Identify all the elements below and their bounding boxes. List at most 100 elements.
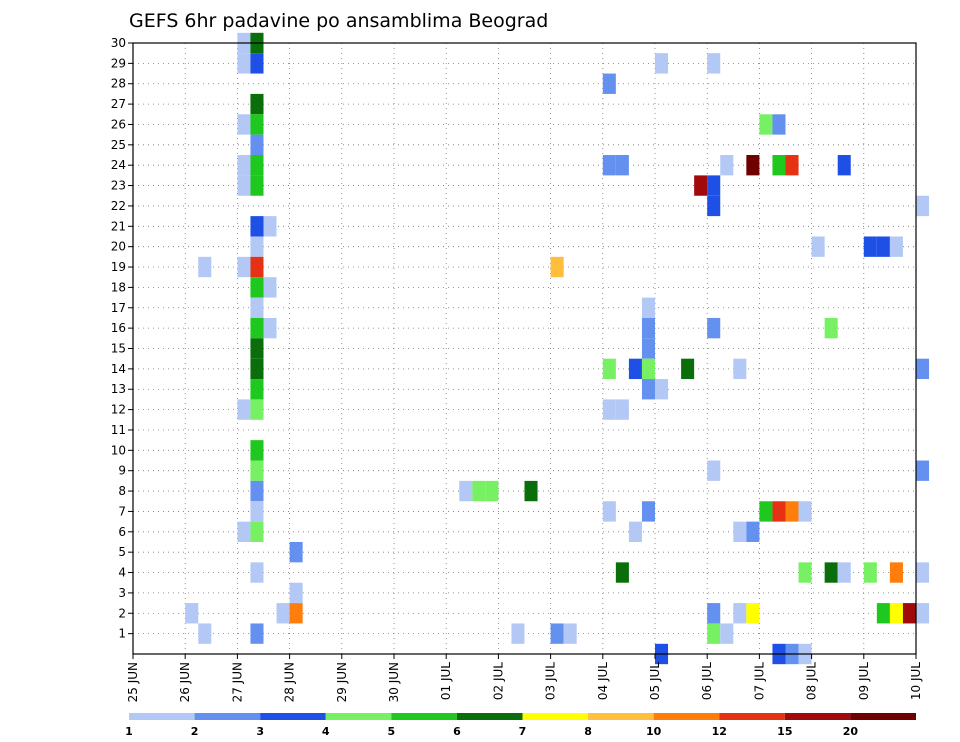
member-precipitation-cells bbox=[185, 32, 930, 665]
heatmap-cell bbox=[759, 114, 773, 135]
heatmap-cell bbox=[889, 236, 903, 257]
heatmap-cell bbox=[785, 155, 799, 176]
colorbar-segment bbox=[653, 713, 720, 720]
heatmap-cell bbox=[250, 114, 264, 135]
y-tick-label: 15 bbox=[111, 342, 126, 356]
y-tick-label: 28 bbox=[111, 77, 126, 91]
x-tick-label: 28 JUN bbox=[283, 662, 297, 702]
heatmap-cell bbox=[289, 582, 303, 604]
heatmap-cell bbox=[602, 501, 616, 522]
heatmap-cell bbox=[185, 603, 199, 624]
heatmap-cell bbox=[916, 460, 930, 481]
heatmap-cell bbox=[550, 623, 564, 644]
heatmap-cell bbox=[250, 562, 264, 583]
heatmap-cell bbox=[863, 562, 877, 583]
y-tick-label: 14 bbox=[111, 362, 126, 376]
y-tick-label: 29 bbox=[111, 56, 126, 70]
heatmap-cell bbox=[628, 358, 642, 380]
heatmap-cell bbox=[250, 155, 264, 176]
heatmap-cell bbox=[615, 155, 629, 176]
x-tick-label: 09 JUL bbox=[857, 662, 871, 700]
heatmap-cell bbox=[550, 256, 564, 278]
heatmap-cell bbox=[250, 175, 264, 196]
heatmap-cell bbox=[863, 236, 877, 257]
heatmap-cell bbox=[237, 155, 251, 176]
heatmap-cell bbox=[250, 256, 264, 278]
x-tick-label: 06 JUL bbox=[700, 662, 714, 700]
heatmap-cell bbox=[707, 175, 721, 196]
x-tick-label: 03 JUL bbox=[544, 662, 558, 700]
heatmap-cell bbox=[250, 216, 264, 237]
heatmap-cell bbox=[707, 195, 721, 217]
heatmap-cell bbox=[602, 399, 616, 420]
x-tick-label: 26 JUN bbox=[178, 662, 192, 702]
heatmap-cell bbox=[889, 603, 903, 624]
y-tick-label: 9 bbox=[118, 464, 126, 478]
heatmap-cell bbox=[707, 623, 721, 644]
heatmap-cell bbox=[250, 399, 264, 420]
heatmap-cell bbox=[707, 317, 721, 339]
heatmap-cell bbox=[263, 277, 277, 298]
heatmap-cell bbox=[733, 603, 747, 624]
heatmap-cell bbox=[198, 623, 212, 644]
heatmap-cell bbox=[889, 562, 903, 583]
x-tick-label: 01 JUL bbox=[439, 662, 453, 700]
colorbar-segment bbox=[522, 713, 589, 720]
heatmap-cell bbox=[250, 440, 264, 461]
heatmap-cell bbox=[250, 317, 264, 339]
heatmap-cell bbox=[250, 93, 264, 115]
y-tick-label: 23 bbox=[111, 179, 126, 193]
heatmap-cell bbox=[720, 155, 734, 176]
colorbar-tick-label: 5 bbox=[388, 725, 396, 738]
colorbar: 1 2 3 4 5 6 7 8 10 12 15 20 bbox=[125, 713, 916, 738]
heatmap-cell bbox=[263, 216, 277, 237]
heatmap-cell bbox=[198, 256, 212, 278]
heatmap-cell bbox=[641, 358, 655, 380]
heatmap-cell bbox=[459, 480, 473, 502]
heatmap-cell bbox=[250, 297, 264, 318]
heatmap-cell bbox=[615, 562, 629, 583]
x-tick-label: 02 JUL bbox=[491, 662, 505, 700]
colorbar-segment bbox=[784, 713, 851, 720]
heatmap-cell bbox=[681, 358, 695, 380]
y-axis-member-labels: 1234567891011121314151617181920212223242… bbox=[111, 36, 133, 641]
heatmap-cell bbox=[902, 603, 916, 624]
y-tick-label: 1 bbox=[118, 627, 126, 641]
heatmap-cell bbox=[746, 603, 760, 624]
y-tick-label: 8 bbox=[118, 484, 126, 498]
heatmap-cell bbox=[655, 53, 669, 74]
colorbar-segment bbox=[129, 713, 195, 720]
heatmap-cell bbox=[237, 521, 251, 542]
heatmap-cell bbox=[237, 53, 251, 74]
colorbar-tick-label: 4 bbox=[322, 725, 330, 738]
colorbar-tick-label: 8 bbox=[584, 725, 592, 738]
heatmap-cell bbox=[707, 460, 721, 481]
heatmap-cell bbox=[707, 53, 721, 74]
heatmap-cell bbox=[250, 134, 264, 156]
heatmap-cell bbox=[641, 338, 655, 359]
heatmap-cell bbox=[485, 480, 499, 502]
heatmap-cell bbox=[602, 155, 616, 176]
y-tick-label: 10 bbox=[111, 443, 126, 457]
y-tick-label: 30 bbox=[111, 36, 126, 50]
heatmap-cell bbox=[916, 195, 930, 217]
colorbar-tick-label: 6 bbox=[453, 725, 461, 738]
colorbar-tick-label: 12 bbox=[712, 725, 727, 738]
y-tick-label: 13 bbox=[111, 382, 126, 396]
heatmap-cell bbox=[250, 53, 264, 74]
heatmap-cell bbox=[250, 480, 264, 502]
heatmap-cell bbox=[641, 379, 655, 400]
heatmap-cell bbox=[876, 603, 890, 624]
heatmap-cell bbox=[250, 623, 264, 644]
x-tick-label: 25 JUN bbox=[126, 662, 140, 702]
heatmap-cell bbox=[772, 155, 786, 176]
colorbar-segment bbox=[456, 713, 523, 720]
heatmap-cell bbox=[602, 73, 616, 94]
x-tick-label: 30 JUN bbox=[387, 662, 401, 702]
heatmap-cell bbox=[250, 277, 264, 298]
colorbar-segment bbox=[850, 713, 916, 720]
colorbar-segment bbox=[391, 713, 457, 720]
colorbar-tick-label: 20 bbox=[843, 725, 859, 738]
heatmap-cell bbox=[720, 623, 734, 644]
